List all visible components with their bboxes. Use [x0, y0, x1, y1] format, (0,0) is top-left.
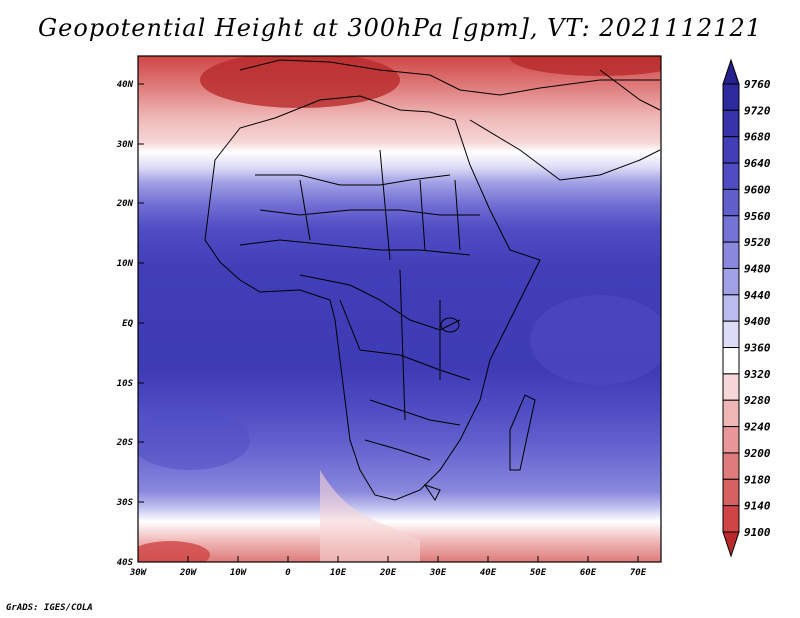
coastlines [204, 59, 661, 501]
lon-label: 30W [129, 568, 148, 578]
lon-label: 20W [179, 568, 198, 578]
colorbar-level-label: 9680 [744, 131, 771, 144]
colorbar-level-label: 9280 [744, 394, 771, 407]
colorbar-level-label: 9640 [744, 157, 771, 170]
colorbar-segment [722, 83, 740, 111]
colorbar-level-label: 9320 [744, 368, 771, 381]
colorbar-segment [722, 505, 740, 533]
lat-label: 20S [116, 438, 134, 448]
lon-label: 50E [530, 568, 547, 578]
colorbar-segment [722, 241, 740, 269]
colorbar-level-label: 9520 [744, 236, 771, 249]
colorbar-level-label: 9140 [744, 500, 771, 513]
lon-label: 30E [429, 568, 447, 578]
longitude-labels: 30W 20W 10W 0 10E 20E 30E 40E 50E 60E 70… [129, 568, 647, 578]
colorbar-segment [722, 452, 740, 480]
colorbar-level-label: 9400 [744, 315, 771, 328]
colorbar-level-label: 9240 [744, 421, 771, 434]
lon-label: 40E [480, 568, 497, 578]
colorbar-level-label: 9480 [744, 262, 771, 275]
lat-label: 40S [117, 558, 134, 568]
colorbar-segment [722, 373, 740, 401]
latitude-labels: 40N 30N 20N 10N EQ 10S 20S 30S 40S [116, 80, 134, 568]
colorbar-level-label: 9200 [744, 447, 771, 460]
colorbar-bottom-arrow [722, 531, 740, 558]
colorbar-segment [722, 294, 740, 322]
colorbar-level-label: 9440 [744, 289, 771, 302]
colorbar-segment [722, 320, 740, 349]
lat-label: 30S [116, 498, 134, 508]
colorbar-segment [722, 478, 740, 507]
lat-label: 10N [117, 259, 134, 269]
lat-label: 40N [117, 80, 134, 90]
lon-label: 0 [285, 568, 291, 578]
colorbar-segment [722, 399, 740, 428]
lon-label: 20E [379, 568, 397, 578]
colorbar-segment [722, 162, 740, 190]
credit-label: GrADS: IGES/COLA [6, 603, 93, 613]
colorbar-segment [722, 109, 740, 138]
colorbar-level-label: 9760 [744, 78, 771, 91]
colorbar-level-label: 9360 [744, 342, 771, 355]
colorbar-segment [722, 267, 740, 296]
axis-ticks [138, 83, 639, 562]
lat-label: 30N [116, 140, 134, 150]
colorbar-level-label: 9560 [744, 210, 771, 223]
colorbar-segment [722, 347, 740, 375]
colorbar-segment [722, 426, 740, 454]
lat-label: EQ [122, 319, 133, 329]
lon-label: 10E [330, 568, 347, 578]
lon-label: 10W [230, 568, 248, 578]
colorbar-segment [722, 215, 740, 243]
lat-label: 20N [116, 199, 134, 209]
colorbar-level-label: 9600 [744, 183, 771, 196]
colorbar-level-label: 9180 [744, 473, 771, 486]
height-field [138, 56, 661, 562]
colorbar-top-arrow [722, 58, 740, 85]
colorbar-level-label: 9100 [744, 526, 771, 539]
colorbar-segment [722, 188, 740, 217]
colorbar: 9760 9720 9680 9640 9600 9560 9520 9480 9440 9400… [722, 58, 771, 558]
map-frame [137, 55, 662, 563]
map-title: Geopotential Height at 300hPa [gpm], VT:… [38, 14, 762, 42]
colorbar-segment [722, 136, 740, 164]
lon-label: 70E [630, 568, 647, 578]
lat-label: 10S [117, 379, 134, 389]
lon-label: 60E [580, 568, 597, 578]
colorbar-level-label: 9720 [744, 104, 771, 117]
